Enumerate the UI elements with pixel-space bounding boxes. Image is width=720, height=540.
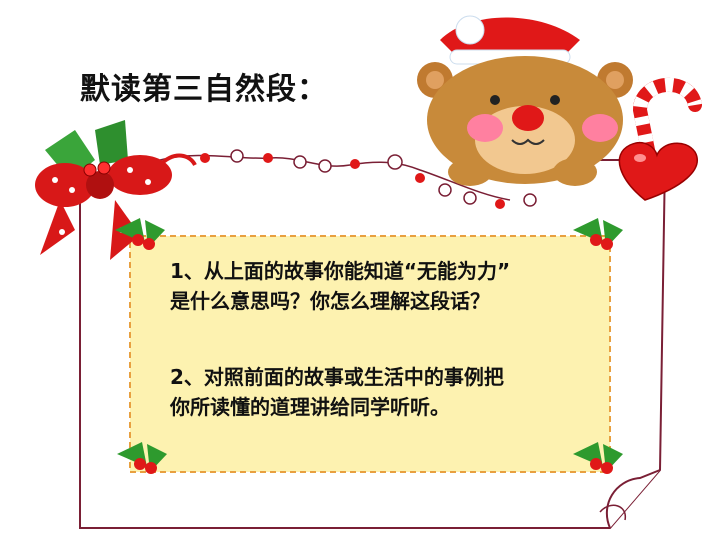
- question-line: 1、从上面的故事你能知道“无能为力”: [170, 259, 511, 283]
- candy-cane-icon: [632, 77, 702, 167]
- teddy-bear-icon: [417, 15, 633, 186]
- question-item: 1、从上面的故事你能知道“无能为力” 是什么意思吗？你怎么理解这段话？: [170, 256, 590, 316]
- bead-garland-icon: [159, 149, 537, 209]
- question-list: 1、从上面的故事你能知道“无能为力” 是什么意思吗？你怎么理解这段话？ 2、对照…: [170, 256, 590, 422]
- content-card: [129, 235, 611, 473]
- question-line: 是什么意思吗？你怎么理解这段话？: [170, 289, 490, 313]
- question-line: 你所读懂的道理讲给同学听听。: [170, 395, 450, 419]
- question-item: 2、对照前面的故事或生活中的事例把 你所读懂的道理讲给同学听听。: [170, 362, 590, 422]
- question-line: 2、对照前面的故事或生活中的事例把: [170, 365, 504, 389]
- holly-icon: [115, 218, 623, 474]
- slide-title: 默读第三自然段：: [80, 72, 328, 107]
